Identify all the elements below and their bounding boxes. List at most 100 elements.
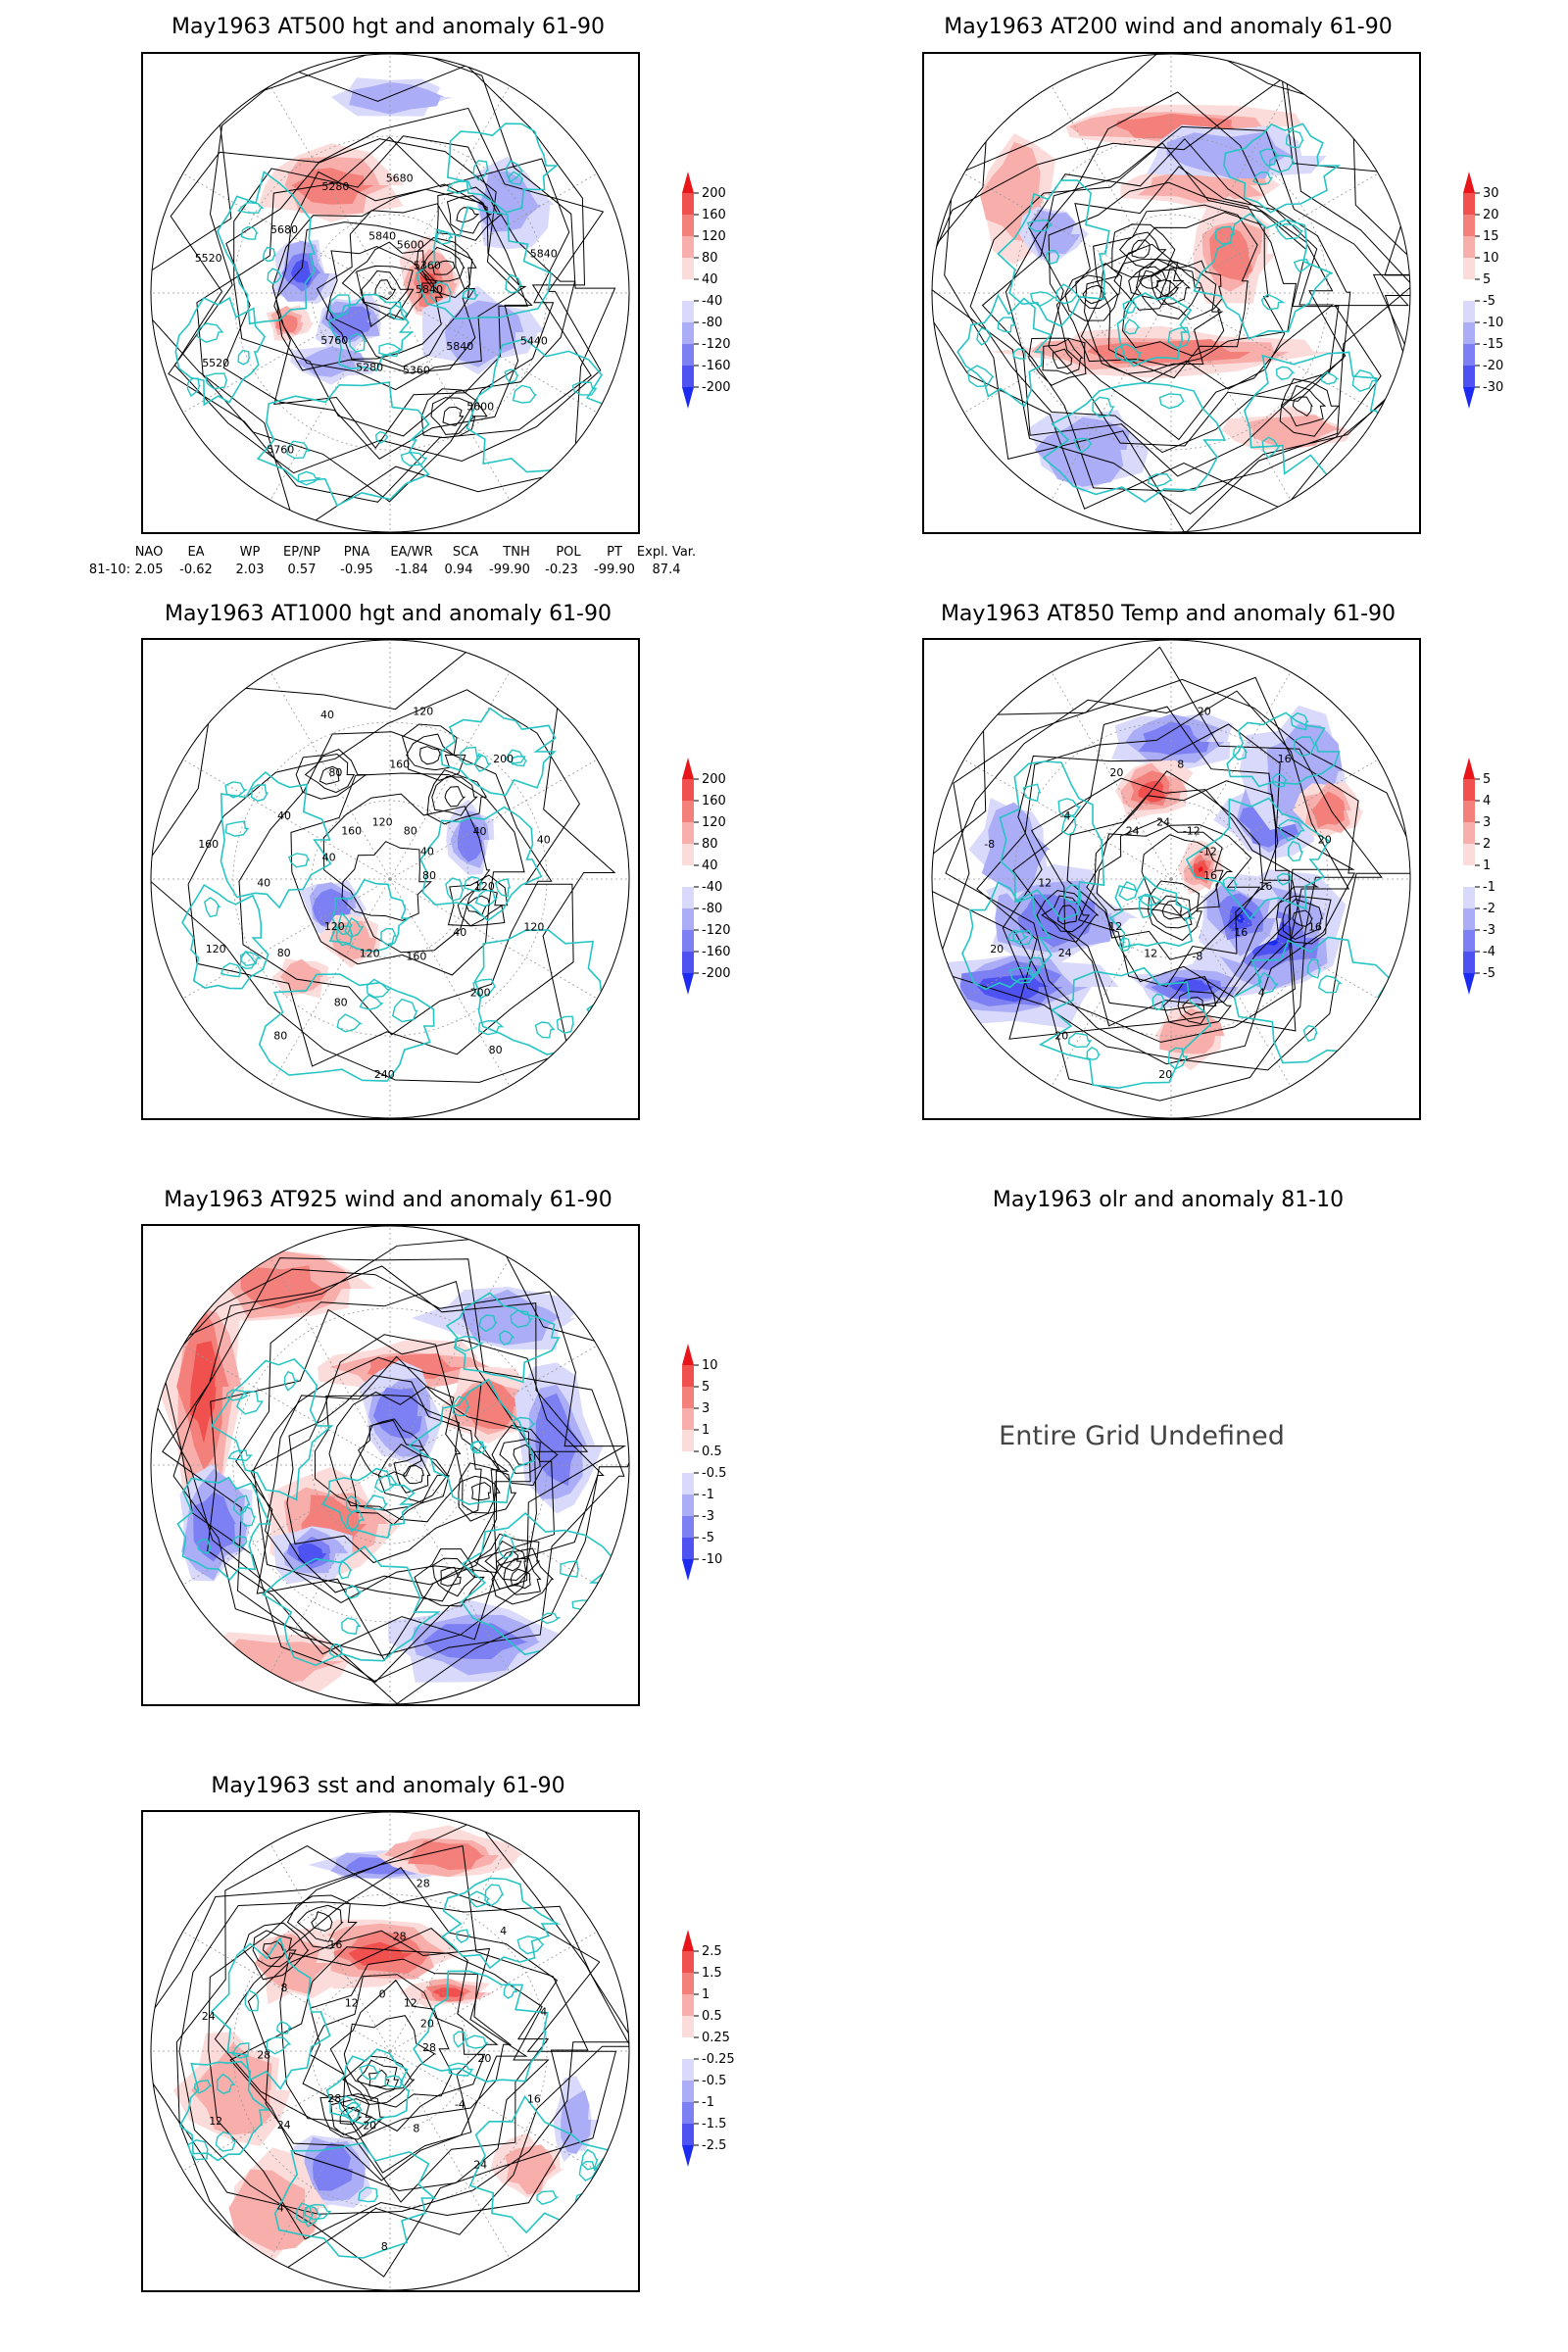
contour-label: 8 bbox=[381, 2240, 388, 2253]
contour-label: 120 bbox=[206, 943, 226, 956]
contour-label: 12 bbox=[404, 1997, 417, 2010]
map-frame: 5840 5760 5680 5600 5520 5360 5280 5280 5440 5520… bbox=[141, 52, 640, 534]
colorbar-tick-label: 1 bbox=[702, 1423, 710, 1438]
contour-label: 20 bbox=[1158, 1068, 1172, 1081]
colorbar-tick-label: 1 bbox=[1483, 858, 1491, 873]
contour-label: 5600 bbox=[466, 401, 494, 414]
contour-label: 200 bbox=[470, 987, 491, 1000]
colorbar-tick-label: -4 bbox=[1483, 945, 1495, 959]
contour-label: 4 bbox=[1258, 987, 1265, 1000]
contour-label: 16 bbox=[1234, 926, 1248, 939]
index-row-label: 81-10: bbox=[88, 563, 131, 577]
colorbar-tick-label: -40 bbox=[702, 880, 722, 895]
map-frame bbox=[922, 52, 1421, 534]
colorbar-tick-label: -3 bbox=[702, 1509, 714, 1524]
index-header: SCA bbox=[452, 545, 479, 560]
index-header: Expl. Var. bbox=[636, 545, 697, 560]
colorbar: 10 5 3 1 0.5 -0.5 -1 -3 -5 -10 bbox=[682, 1344, 741, 1622]
contour-label: 120 bbox=[523, 920, 544, 933]
graticule bbox=[932, 54, 1410, 532]
contour-label: 8 bbox=[281, 1982, 288, 1994]
colorbar-tick-label: -2.5 bbox=[702, 2138, 726, 2153]
colorbar-tick-label: 30 bbox=[1483, 186, 1499, 201]
contour-label: 12 bbox=[1038, 876, 1052, 889]
contour-label: 40 bbox=[473, 825, 487, 838]
colorbar-tick-label: 2 bbox=[1483, 837, 1491, 852]
colorbar: 30 20 15 10 5 -5 -10 -15 -20 -30 bbox=[1463, 172, 1522, 450]
index-value: -0.23 bbox=[545, 563, 578, 577]
colorbar-tick-label: -5 bbox=[1483, 294, 1495, 309]
map-frame bbox=[141, 1224, 640, 1706]
index-header: EP/NP bbox=[283, 545, 320, 560]
contour-label: 5520 bbox=[195, 252, 222, 265]
negative-anomaly-region bbox=[193, 1492, 236, 1562]
contour-label: 24 bbox=[277, 2119, 291, 2132]
colorbar-tick-label: -200 bbox=[702, 966, 731, 981]
polar-map: 16 12 8 4 -8 -12 12 20 16 20 -12 -8 -4 20 20 24 16 12 16 20… bbox=[931, 640, 1411, 1118]
contour-label: 5360 bbox=[414, 260, 441, 272]
colorbar-tick-label: 2.5 bbox=[702, 1944, 722, 1959]
contour-label: 4 bbox=[500, 1925, 507, 1937]
contour-label: 16 bbox=[328, 1938, 342, 1951]
polar-map bbox=[150, 1226, 630, 1704]
contour-label: 20 bbox=[1198, 705, 1211, 717]
contour-label: 28 bbox=[257, 2048, 270, 2061]
contour-label: -12 bbox=[1183, 825, 1200, 838]
negative-anomaly-region bbox=[290, 259, 313, 286]
panel-title: May1963 AT500 hgt and anomaly 61-90 bbox=[172, 15, 605, 39]
colorbar-tick-label: 20 bbox=[1483, 208, 1499, 222]
colorbar-tick-label: -200 bbox=[702, 380, 731, 395]
contour-label: 8 bbox=[413, 2123, 419, 2135]
positive-anomaly-region bbox=[432, 1987, 465, 1998]
map-frame: 80 120 160 200 160 40 120 80 120 120 80 160 40 40 80 12… bbox=[141, 638, 640, 1120]
coastlines bbox=[178, 1877, 612, 2259]
index-value: -99.90 bbox=[489, 563, 530, 577]
contour-label: 40 bbox=[257, 876, 270, 889]
colorbar-tick-label: -10 bbox=[1483, 316, 1503, 330]
negative-anomaly-region bbox=[1166, 131, 1293, 179]
contour-lines bbox=[151, 1236, 629, 1704]
index-header: NAO bbox=[134, 545, 164, 560]
colorbar-tick-label: -20 bbox=[1483, 359, 1503, 373]
contour-label: 80 bbox=[328, 766, 342, 779]
contour-label: 40 bbox=[453, 926, 466, 939]
negative-anomaly-region bbox=[313, 2142, 353, 2191]
colorbar-tick-label: 0.25 bbox=[702, 2031, 730, 2045]
contour-label: 160 bbox=[389, 758, 410, 770]
contour-label: 40 bbox=[322, 852, 336, 864]
positive-anomaly-region bbox=[228, 2169, 319, 2251]
contour-label: 16 bbox=[1278, 753, 1292, 765]
teleconnection-indices: NAO EA WP EP/NP PNA EA/WR SCA TNH POL PT Expl. Var… bbox=[0, 545, 784, 584]
panel-title: May1963 AT850 Temp and anomaly 61-90 bbox=[940, 602, 1396, 626]
contour-label: 4 bbox=[540, 2006, 547, 2019]
colorbar-tick-label: 80 bbox=[702, 251, 718, 266]
panel-title: May1963 sst and anomaly 61-90 bbox=[211, 1774, 565, 1798]
colorbar-tick-label: -1.5 bbox=[702, 2117, 726, 2132]
contour-label: 160 bbox=[406, 951, 426, 963]
contour-label: 160 bbox=[341, 825, 362, 838]
colorbar-tick-label: -15 bbox=[1483, 337, 1503, 352]
contour-label: 5840 bbox=[446, 340, 473, 353]
colorbar-tick-label: 200 bbox=[702, 772, 726, 787]
colorbar: 200 160 120 80 40 -40 -80 -120 -160 -200 bbox=[682, 758, 741, 1036]
index-header: WP bbox=[239, 545, 261, 560]
colorbar-tick-label: -3 bbox=[1483, 923, 1495, 938]
colorbar: 200 160 120 80 40 -40 -80 -120 -160 -200 bbox=[682, 172, 741, 450]
contour-label: 24 bbox=[1126, 825, 1140, 838]
negative-anomaly-region bbox=[478, 171, 542, 232]
colorbar-tick-label: 160 bbox=[702, 208, 726, 222]
index-header: EA/WR bbox=[390, 545, 433, 560]
map-frame: 16 12 8 4 -8 -12 12 20 16 20 -12 -8 -4 20 20 24 16 12 16 20… bbox=[922, 638, 1421, 1120]
panel-title: May1963 AT1000 hgt and anomaly 61-90 bbox=[165, 602, 612, 626]
coastlines bbox=[174, 122, 622, 508]
contour-label: 160 bbox=[198, 838, 219, 851]
graticule bbox=[151, 54, 629, 532]
negative-anomaly-region bbox=[1138, 721, 1210, 756]
positive-anomaly-region bbox=[505, 2144, 557, 2195]
contour-label: 12 bbox=[209, 2115, 222, 2128]
contour-label: 5840 bbox=[368, 230, 396, 243]
undefined-message: Entire Grid Undefined bbox=[999, 1421, 1285, 1451]
colorbar-tick-label: -40 bbox=[702, 294, 722, 309]
colorbar-tick-label: -5 bbox=[1483, 966, 1495, 981]
colorbar-tick-label: -0.25 bbox=[702, 2052, 735, 2067]
